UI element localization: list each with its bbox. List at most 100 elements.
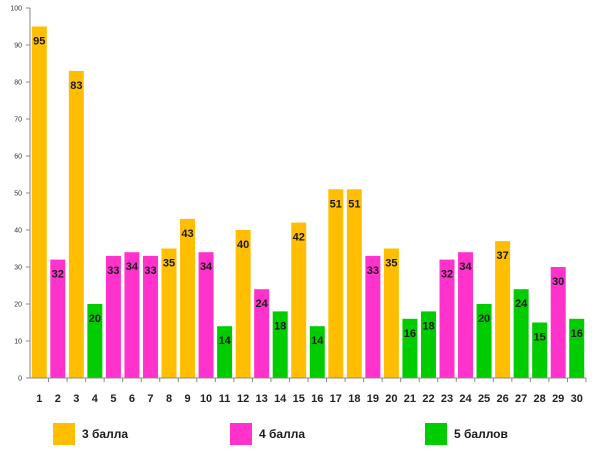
bar-25 [476, 304, 492, 378]
x-tick-label-17: 17 [330, 393, 342, 405]
data-label-8: 35 [163, 258, 175, 270]
bar-17 [328, 189, 344, 378]
x-tick-label-23: 23 [441, 393, 453, 405]
x-tick-label-28: 28 [534, 393, 546, 405]
y-tick-label: 60 [14, 154, 22, 161]
x-tick-label-20: 20 [385, 393, 397, 405]
bar-16 [309, 326, 325, 378]
bar-6 [124, 252, 140, 378]
y-tick-label: 100 [10, 6, 22, 13]
bar-5 [105, 255, 121, 378]
x-tick-label-7: 7 [147, 393, 153, 405]
bar-26 [495, 241, 511, 378]
bar-3 [68, 70, 84, 379]
data-label-21: 16 [404, 328, 416, 340]
y-tick-label: 80 [14, 80, 22, 87]
bar-10 [198, 252, 214, 378]
bar-15 [291, 222, 307, 378]
bar-29 [550, 267, 566, 378]
bar-8 [161, 248, 177, 378]
bar-14 [272, 311, 288, 378]
x-tick-label-9: 9 [184, 393, 190, 405]
data-label-26: 37 [496, 250, 508, 262]
x-tick-label-26: 26 [496, 393, 508, 405]
data-label-4: 20 [89, 313, 101, 325]
legend-label: 4 балла [259, 427, 305, 441]
bar-27 [513, 289, 529, 378]
bar-1 [31, 26, 47, 378]
x-tick-label-22: 22 [422, 393, 434, 405]
bar-7 [142, 255, 158, 378]
y-tick-label: 70 [14, 117, 22, 124]
data-label-24: 34 [459, 261, 472, 273]
x-axis: 1 2 3 4 5 6 7 8 9 10 11 12 13 14 15 16 17 18 19 20 21 22 23 24 2… [30, 377, 587, 405]
x-tick-label-30: 30 [571, 393, 583, 405]
legend-item-g3: 3 балла [53, 423, 128, 445]
y-axis: 0 10 20 30 40 50 60 70 80 90 100 [10, 6, 31, 383]
bar-23 [439, 259, 455, 378]
data-label-9: 43 [181, 228, 193, 240]
x-tick-label-21: 21 [404, 393, 416, 405]
data-labels: 95 32 83 20 33 34 33 35 43 34 14 40 24 18 42 14 51 51 33 35… [33, 36, 583, 348]
data-label-19: 33 [367, 265, 379, 277]
y-tick-label: 40 [14, 228, 22, 235]
data-label-27: 24 [515, 298, 528, 310]
legend-label: 5 баллов [454, 427, 508, 441]
x-tick-label-1: 1 [36, 393, 42, 405]
data-label-10: 34 [200, 261, 213, 273]
data-label-7: 33 [144, 265, 156, 277]
y-tick-label: 30 [14, 265, 22, 272]
legend-item-g5: 5 баллов [425, 423, 508, 445]
legend-label: 3 балла [82, 427, 128, 441]
data-label-30: 16 [571, 328, 583, 340]
x-tick-label-3: 3 [73, 393, 79, 405]
x-tick-label-18: 18 [348, 393, 360, 405]
x-tick-label-11: 11 [219, 393, 231, 405]
data-label-5: 33 [107, 265, 119, 277]
x-tick-label-10: 10 [200, 393, 212, 405]
x-tick-label-14: 14 [274, 393, 287, 405]
y-tick-label: 20 [14, 302, 22, 309]
x-tick-label-5: 5 [110, 393, 116, 405]
x-tick-label-12: 12 [237, 393, 249, 405]
bar-18 [346, 189, 362, 378]
data-label-25: 20 [478, 313, 490, 325]
data-label-11: 14 [218, 335, 231, 347]
legend: 3 балла 4 балла 5 баллов [53, 423, 508, 445]
bar-9 [180, 218, 196, 378]
data-label-1: 95 [33, 36, 45, 48]
x-tick-label-16: 16 [311, 393, 323, 405]
bar-28 [532, 322, 548, 378]
x-tick-label-6: 6 [129, 393, 135, 405]
legend-swatch [425, 423, 447, 445]
data-label-3: 83 [70, 80, 82, 92]
x-tick-label-4: 4 [92, 393, 99, 405]
data-label-28: 15 [534, 332, 546, 344]
data-label-12: 40 [237, 239, 249, 251]
bar-20 [383, 248, 399, 378]
x-tick-label-15: 15 [293, 393, 305, 405]
bar-13 [254, 289, 270, 378]
bars [31, 26, 585, 379]
x-tick-label-27: 27 [515, 393, 527, 405]
y-tick-label: 50 [14, 191, 22, 198]
x-tick-label-13: 13 [256, 393, 268, 405]
data-label-16: 14 [311, 335, 324, 347]
bar-4 [87, 304, 103, 378]
bar-24 [458, 252, 474, 378]
y-tick-label: 0 [18, 376, 22, 383]
bar-12 [235, 230, 251, 378]
bar-22 [420, 311, 436, 378]
y-tick-label: 10 [14, 339, 22, 346]
data-label-14: 18 [274, 320, 286, 332]
bar-11 [217, 326, 233, 378]
data-label-23: 32 [441, 269, 453, 281]
bar-19 [365, 255, 381, 378]
data-label-17: 51 [330, 198, 342, 210]
legend-swatch [53, 423, 75, 445]
y-tick-label: 90 [14, 43, 22, 50]
legend-swatch [230, 423, 252, 445]
data-label-13: 24 [256, 298, 269, 310]
data-label-20: 35 [385, 258, 397, 270]
